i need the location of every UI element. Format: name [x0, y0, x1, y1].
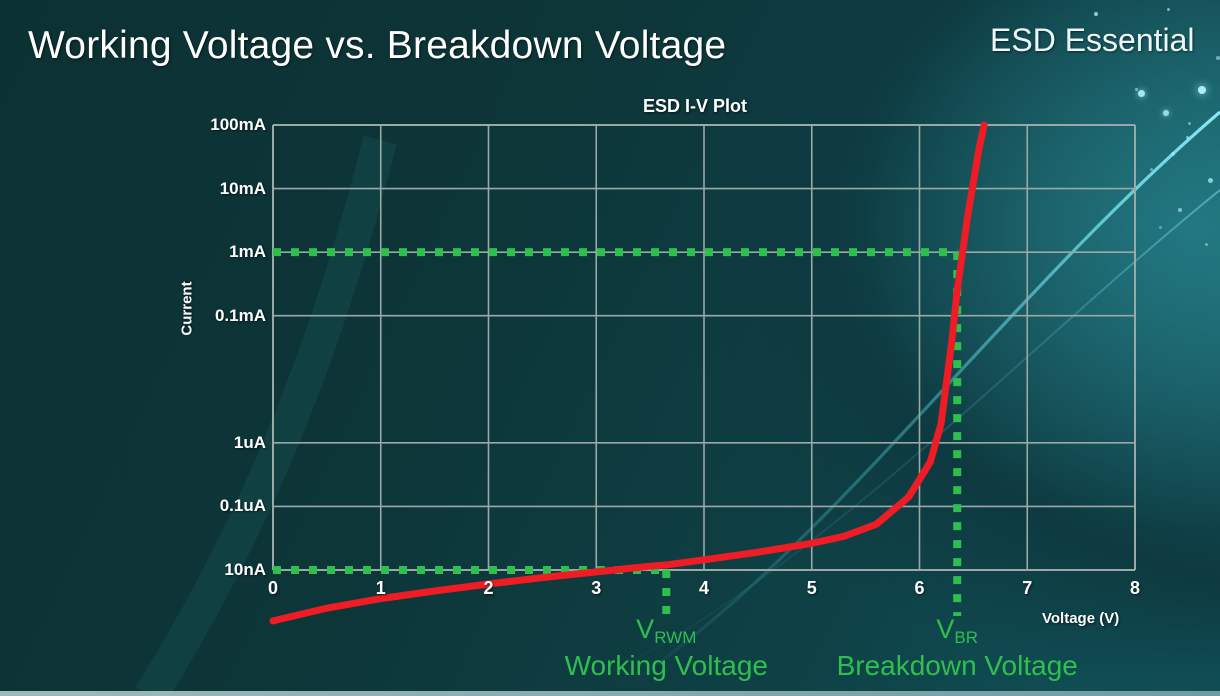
annotation-symbol-vbr: VBR: [936, 614, 979, 647]
x-axis-title: Voltage (V): [1042, 610, 1120, 627]
annotation-guide-lines: [273, 248, 962, 616]
y-tick-label: 0.1mA: [214, 305, 266, 325]
annotation-symbol-letter: V: [636, 614, 655, 644]
iv-curve-path: [269, 121, 988, 625]
x-tick-label: 3: [591, 578, 602, 598]
y-axis-tick-labels: 100mA 10mA 1mA 0.1mA 1uA 0.1uA 10nA: [180, 0, 266, 696]
chart-title: ESD I-V Plot: [642, 96, 747, 116]
x-tick-label: 5: [806, 578, 817, 598]
x-tick-label: 0: [267, 578, 279, 598]
x-tick-label: 6: [914, 578, 925, 598]
annotation-symbol-subscript: BR: [954, 628, 979, 647]
page-title: Working Voltage vs. Breakdown Voltage: [28, 24, 727, 67]
annotation-caption-vrwm: Working Voltage: [564, 650, 768, 681]
y-tick-label: 1mA: [229, 242, 266, 262]
x-tick-label: 7: [1022, 578, 1033, 598]
y-tick-label: 1uA: [233, 432, 266, 452]
annotation-symbol-subscript: RWM: [654, 628, 697, 647]
y-tick-label: 10mA: [219, 178, 266, 198]
x-tick-label: 4: [698, 578, 710, 598]
x-tick-label: 8: [1129, 578, 1141, 598]
annotation-symbol-vrwm: VRWM: [636, 614, 697, 647]
gridlines: [272, 124, 1136, 571]
x-tick-label: 1: [375, 578, 386, 598]
annotation-symbol-letter: V: [936, 614, 955, 644]
y-tick-label: 10nA: [224, 560, 266, 579]
deck-label: ESD Essential: [990, 22, 1195, 58]
y-tick-label: 0.1uA: [219, 496, 266, 516]
y-tick-label: 100mA: [210, 115, 266, 134]
annotation-caption-vbr: Breakdown Voltage: [836, 650, 1078, 681]
x-tick-label: 2: [483, 578, 494, 598]
